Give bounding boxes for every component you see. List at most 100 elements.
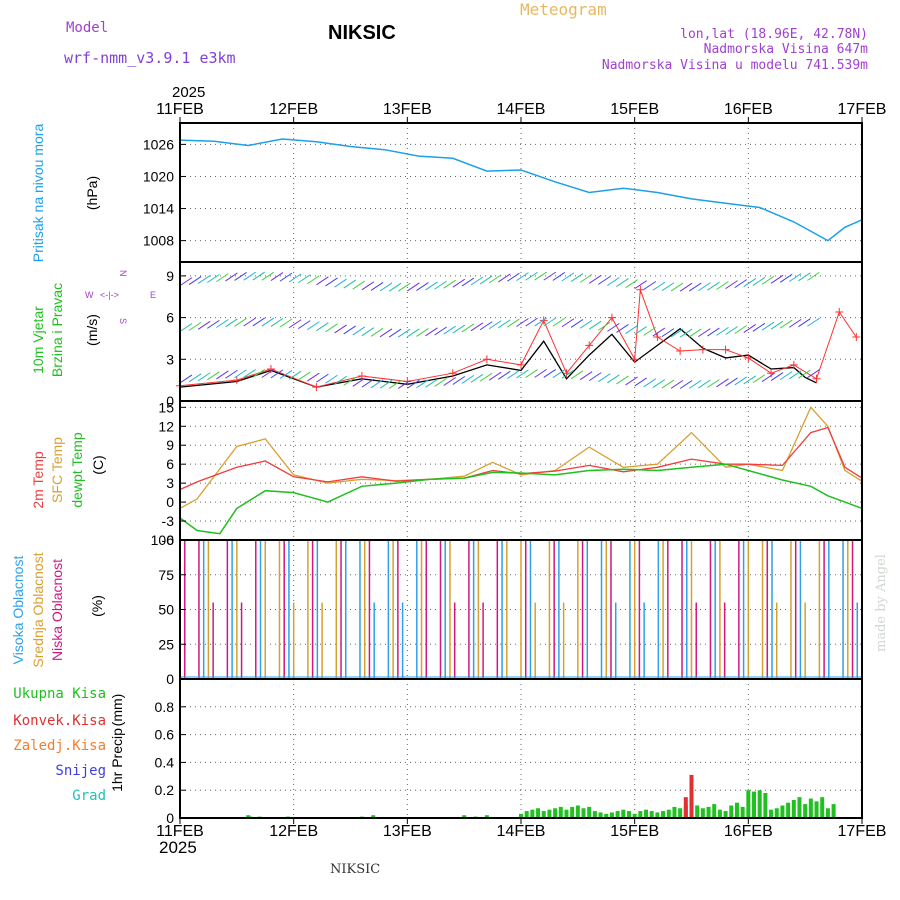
wind-barb (798, 272, 811, 282)
wind-gust-marker (835, 308, 844, 317)
wind-barb (416, 379, 429, 389)
x-label-bottom-16FEB: 16FEB (724, 823, 773, 840)
wind-barb (470, 276, 484, 286)
wind-gust-marker (744, 353, 753, 362)
wind-barb (261, 369, 275, 378)
wind-barb (616, 375, 629, 385)
wind-barb (407, 379, 420, 389)
precip-bar-total (808, 798, 813, 818)
wind-barb (707, 379, 720, 388)
compass-arrows: <-|-> (100, 290, 119, 300)
precip-title: 1hr Precip (109, 728, 125, 792)
wind-barb (543, 369, 557, 378)
wind-gust-marker (607, 313, 616, 322)
precip-bar-total (825, 808, 830, 818)
wind-barb (570, 319, 584, 328)
wind-barb (325, 277, 338, 287)
wind-barb (243, 317, 256, 327)
precip-bar-total (769, 809, 774, 818)
panel4-tick-label: 0 (166, 671, 174, 687)
wind-barb (652, 327, 666, 337)
temp-sfc-title: SFC Temp (49, 437, 65, 503)
wind-barb (261, 317, 275, 327)
precip-bar-total (615, 811, 620, 818)
wind-barb (216, 370, 229, 380)
precip-bar-total (524, 811, 529, 818)
wind-barb (770, 320, 784, 330)
wind-barb (588, 320, 602, 330)
wind-barb (243, 271, 256, 281)
wind-barb (761, 373, 775, 383)
wind-barb (352, 326, 366, 336)
wind-barb (661, 328, 675, 338)
precip-bar-total (814, 801, 819, 818)
year-top: 2025 (172, 84, 206, 101)
footer-station: NIKSIC (330, 862, 381, 877)
sfc-temp-line (179, 406, 863, 509)
wind-barb (543, 317, 557, 327)
precip-bar-total (541, 811, 546, 818)
x-label-bottom-13FEB: 13FEB (383, 823, 432, 840)
wind-gust-marker (517, 360, 525, 369)
wind-barb (343, 325, 356, 335)
wind-barb (716, 281, 729, 290)
wind-barb (461, 323, 475, 333)
precip-bar-total (570, 806, 575, 818)
wind-barb (434, 280, 447, 290)
wind-barb (734, 376, 747, 386)
wind-barb (652, 379, 666, 388)
wind-barb (352, 377, 366, 387)
wind-barb (607, 374, 620, 384)
wind-barb (197, 372, 211, 382)
wind-barb (525, 369, 538, 378)
precip-bar-total (558, 806, 563, 818)
wind-barb (679, 380, 693, 389)
precip-bar-total (706, 806, 711, 818)
wind-barb (216, 319, 229, 328)
wind-barb (552, 369, 566, 379)
wind-barb (234, 317, 247, 327)
wind-barb (488, 371, 502, 381)
wind-barb (752, 322, 766, 332)
wind-barb (443, 325, 456, 335)
wind-barb (643, 281, 657, 290)
wind-barb (343, 279, 356, 289)
panel5-tick-label: 0.4 (155, 754, 175, 770)
panel1-tick-label: 1026 (143, 136, 174, 152)
wind-barb (516, 369, 529, 379)
precip-bar-total (621, 809, 626, 818)
wind-barb (661, 379, 675, 389)
wind-gust-marker (653, 333, 662, 342)
wind-barb (670, 328, 684, 338)
wind-gust-marker (676, 346, 685, 355)
precip-bar-total (371, 815, 376, 818)
wind-barb (652, 281, 666, 291)
wind-barb (225, 369, 238, 379)
wind-barb (252, 368, 266, 378)
pressure-line (179, 138, 863, 242)
wind-barb (379, 282, 393, 292)
wind-barb (188, 276, 202, 285)
wind-barb (807, 317, 820, 327)
temp-unit: (C) (90, 455, 106, 474)
wind-barb (734, 279, 747, 289)
wind-barb (179, 277, 193, 287)
x-label-top-16FEB: 16FEB (724, 101, 773, 118)
precip-bar-total (700, 808, 705, 818)
wind-barb (270, 272, 284, 281)
wind-barb (297, 320, 311, 330)
wind-barb (279, 370, 293, 379)
wind-barb (616, 278, 629, 288)
wind-barb (334, 278, 347, 288)
precip-bar-total (626, 811, 631, 818)
wind-barb (288, 319, 302, 329)
wind-barb (279, 272, 293, 282)
wind-barb (425, 281, 438, 291)
precip-bar-total (581, 808, 586, 818)
wind-barb (497, 370, 511, 380)
wind-barb (434, 326, 447, 336)
wind-barb (716, 326, 729, 336)
wind-barb (370, 327, 384, 337)
wind-gust-line (179, 289, 857, 388)
wind-barb (598, 275, 611, 285)
